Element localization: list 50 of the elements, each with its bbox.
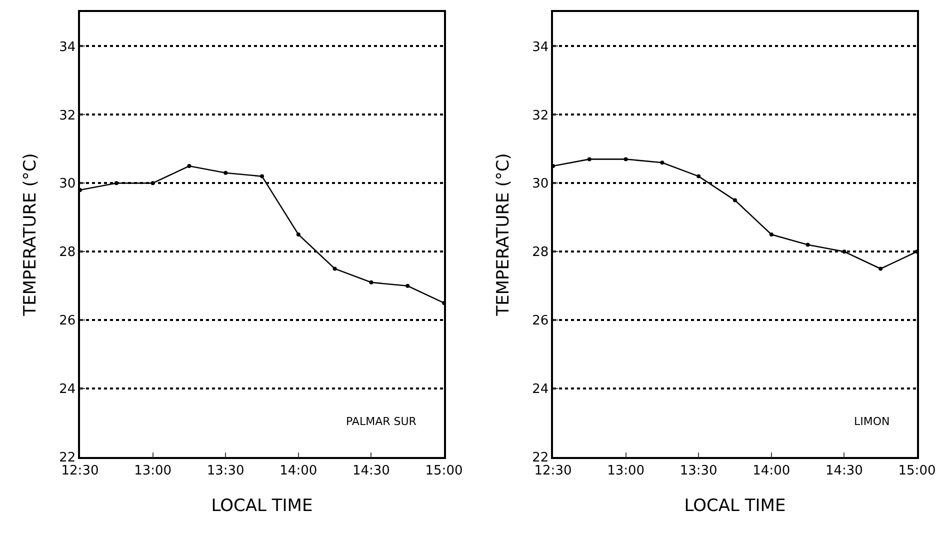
- x-tick-label: 12:30: [534, 463, 572, 478]
- x-tick-label: 15:00: [425, 463, 463, 478]
- y-tick-label: 32: [532, 108, 549, 124]
- y-tick-label: 22: [59, 450, 76, 466]
- annotation: LIMON: [854, 415, 890, 428]
- x-tick-label: 13:30: [680, 463, 718, 478]
- y-axis-title: TEMPERATURE (°C): [20, 153, 40, 317]
- y-tick-label: 30: [59, 176, 76, 192]
- y-tick-label: 34: [59, 40, 76, 55]
- x-axis-title: LOCAL TIME: [211, 496, 313, 516]
- y-tick-label: 22: [532, 450, 549, 466]
- point: [296, 232, 300, 236]
- point: [733, 198, 737, 202]
- x-tick-label: 15:00: [898, 463, 936, 478]
- y-tick-label: 30: [532, 176, 549, 192]
- y-tick-label: 28: [532, 245, 549, 260]
- x-tick-label: 14:00: [280, 463, 318, 478]
- point: [660, 160, 664, 165]
- x-tick-label: 13:30: [206, 463, 244, 478]
- point: [150, 181, 155, 186]
- y-tick-label: 24: [532, 382, 549, 398]
- x-tick-label: 14:30: [825, 463, 863, 478]
- point: [587, 157, 592, 162]
- point: [842, 250, 846, 254]
- point: [369, 280, 374, 284]
- point: [696, 174, 701, 178]
- y-tick-label: 26: [59, 314, 76, 329]
- point: [114, 181, 118, 186]
- y-tick-label: 28: [59, 245, 76, 260]
- point: [224, 170, 228, 175]
- x-tick-label: 13:00: [607, 463, 645, 478]
- y-tick-label: 24: [59, 382, 76, 398]
- point: [260, 174, 264, 178]
- point: [406, 284, 410, 288]
- point: [187, 164, 192, 168]
- x-axis-title: LOCAL TIME: [684, 496, 786, 516]
- point: [769, 232, 774, 236]
- point: [332, 266, 337, 271]
- y-tick-label: 26: [532, 314, 549, 329]
- annotation: PALMAR SUR: [346, 415, 417, 428]
- point: [878, 266, 883, 271]
- x-tick-label: 12:30: [61, 463, 99, 478]
- x-tick-label: 14:30: [352, 463, 390, 478]
- x-tick-label: 14:00: [752, 463, 790, 478]
- x-tick-label: 13:00: [134, 463, 172, 478]
- y-tick-label: 32: [59, 108, 76, 124]
- point: [806, 242, 810, 247]
- point: [624, 157, 628, 162]
- y-axis-title: TEMPERATURE (°C): [494, 153, 514, 317]
- y-tick-label: 34: [532, 40, 549, 55]
